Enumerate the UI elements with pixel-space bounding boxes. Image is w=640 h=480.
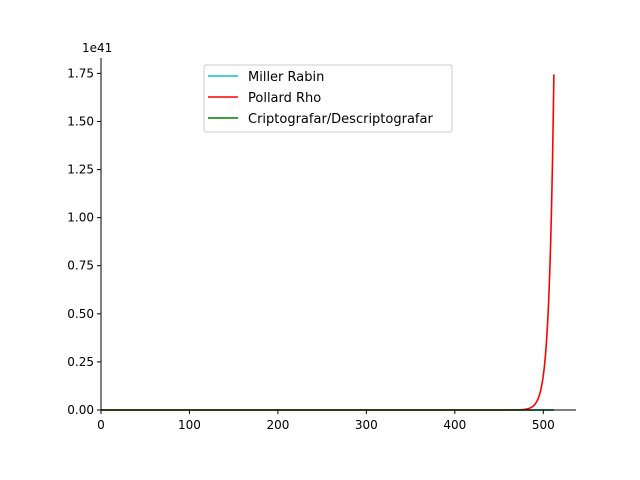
y-tick-label: 1.00	[67, 211, 94, 225]
axes-layer: 0 100 200 300 400 500 0.00 0.25 0.50 0.75 1.00 1.25…	[67, 58, 576, 432]
x-tick-label: 300	[355, 418, 378, 432]
y-tick-label: 1.75	[67, 66, 94, 80]
legend-label: Pollard Rho	[248, 91, 321, 106]
x-tick-label: 400	[443, 418, 466, 432]
y-tick-label: 1.50	[67, 114, 94, 128]
y-tick-label: 1.25	[67, 163, 94, 177]
legend-frame	[203, 64, 453, 133]
x-tick-label: 100	[178, 418, 201, 432]
legend-label: Criptografar/Descriptografar	[248, 112, 433, 127]
y-tick-label: 0.75	[67, 259, 94, 273]
x-tick-label: 200	[266, 418, 289, 432]
legend: Miller Rabin Pollard Rho Criptografar/Desc…	[203, 64, 453, 133]
y-tick-label: 0.50	[67, 307, 94, 321]
legend-label: Miller Rabin	[248, 70, 324, 85]
offset-text: 1e41	[82, 41, 112, 55]
x-tick-label: 500	[532, 418, 555, 432]
y-tick-label: 0.25	[67, 355, 94, 369]
x-tick-label: 0	[97, 418, 105, 432]
y-tick-label: 0.00	[67, 403, 94, 417]
